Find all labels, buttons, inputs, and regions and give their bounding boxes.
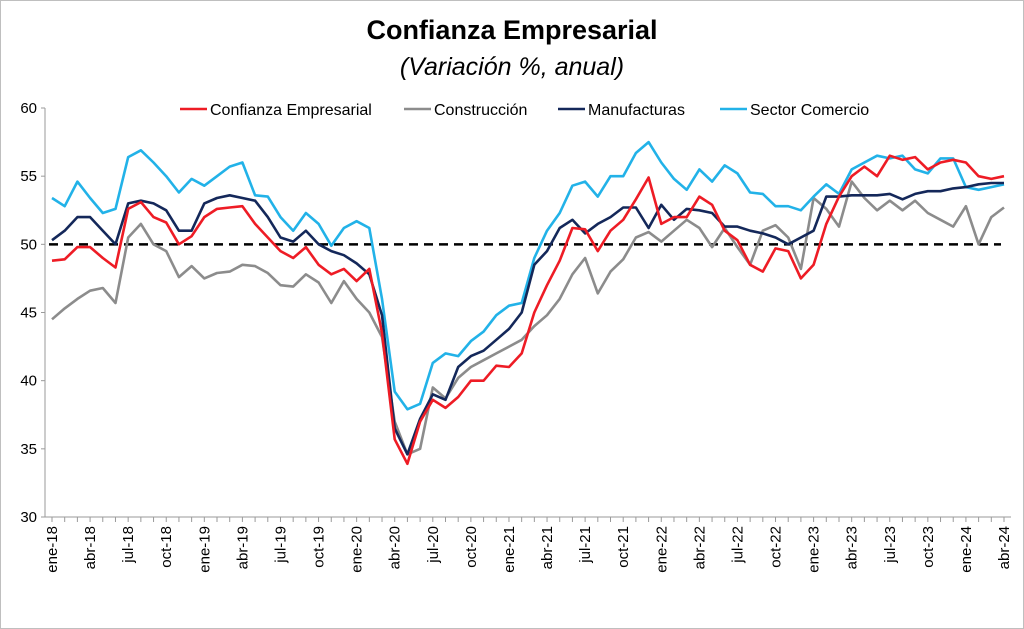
y-tick-label: 45	[20, 305, 37, 322]
x-tick-label: ene-18	[44, 526, 61, 573]
x-tick-label: abr-18	[82, 526, 99, 569]
x-tick-label: jul-21	[577, 526, 594, 564]
x-tick-label: abr-22	[691, 526, 708, 569]
series-group	[51, 140, 1005, 466]
x-tick-label: ene-24	[958, 526, 975, 573]
x-tick-label: ene-21	[501, 526, 518, 573]
legend-label: Sector Comercio	[750, 102, 869, 119]
x-tick-label: oct-19	[311, 526, 328, 568]
x-tick-label: abr-19	[234, 526, 251, 569]
x-tick-label: jul-22	[729, 526, 746, 564]
chart-title: Confianza Empresarial	[366, 15, 658, 45]
x-tick-label: jul-23	[882, 526, 899, 564]
chart-subtitle: (Variación %, anual)	[399, 53, 625, 81]
x-tick-label: abr-20	[387, 526, 404, 569]
x-tick-label: ene-23	[806, 526, 823, 573]
legend-label: Construcción	[434, 102, 527, 119]
x-tick-label: abr-21	[539, 526, 556, 569]
x-tick-label: abr-24	[996, 526, 1013, 569]
y-tick-label: 35	[20, 441, 37, 458]
series-line-sector-comercio	[51, 140, 1005, 411]
x-tick-label: oct-23	[920, 526, 937, 568]
x-tick-label: jul-20	[425, 526, 442, 564]
y-tick-label: 60	[20, 100, 37, 117]
x-tick-label: oct-20	[463, 526, 480, 568]
y-tick-label: 55	[20, 168, 37, 185]
x-tick-label: ene-20	[349, 526, 366, 573]
x-tick-label: jul-18	[120, 526, 137, 564]
x-tick-label: jul-19	[272, 526, 289, 564]
y-tick-label: 30	[20, 509, 37, 526]
y-tick-label: 40	[20, 373, 37, 390]
x-tick-label: ene-19	[196, 526, 213, 573]
x-tick-label: abr-23	[844, 526, 861, 569]
x-tick-label: ene-22	[653, 526, 670, 573]
y-tick-label: 50	[20, 236, 37, 253]
series-line-manufacturas	[51, 181, 1004, 456]
x-tick-label: oct-21	[615, 526, 632, 568]
series-line-confianza-empresarial	[51, 154, 1005, 466]
legend-label: Manufacturas	[588, 102, 685, 119]
x-tick-label: oct-22	[768, 526, 785, 568]
legend: Confianza Empresarial Construcción Manufac…	[180, 102, 869, 119]
axes: 30 35 40 45 50 55 60 ene-18 abr-18 jul-18 oct-18 en…	[20, 100, 1013, 573]
legend-label: Confianza Empresarial	[210, 102, 372, 119]
x-tick-label: oct-18	[158, 526, 175, 568]
